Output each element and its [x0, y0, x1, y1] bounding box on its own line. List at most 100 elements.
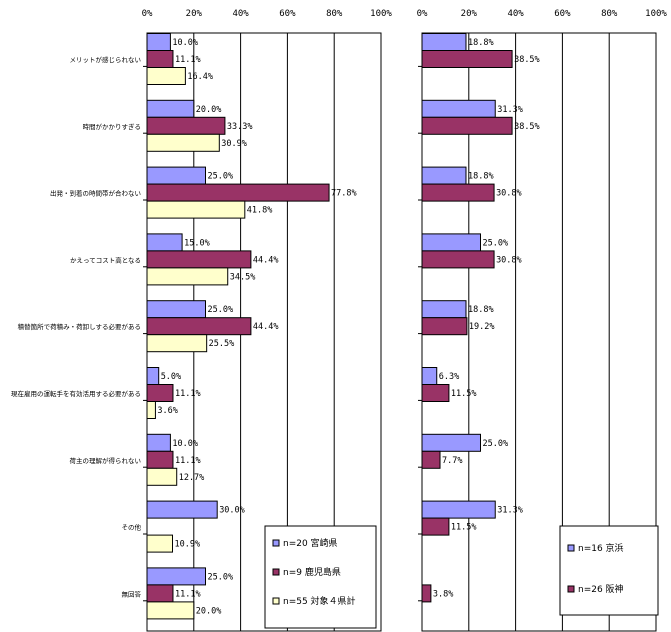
- bar-1-s1-c7: [146, 433, 171, 452]
- bar-1-s2-c9: [146, 584, 174, 603]
- data-label-2-s2-c1: 38.5%: [514, 55, 540, 65]
- bar-1-s1-c5: [146, 300, 206, 319]
- x-tick-label-1-4: 80%: [326, 9, 343, 19]
- data-label-2-s2-c2: 38.5%: [514, 122, 540, 132]
- data-label-2-s2-c8: 11.5%: [451, 523, 477, 533]
- data-label-1-s2-c3: 77.8%: [331, 189, 357, 199]
- legend-swatch-1-3: [272, 597, 280, 605]
- bar-1-s3-c4: [146, 267, 229, 286]
- data-label-2-s1-c6: 6.3%: [439, 372, 459, 382]
- bar-1-s1-c2: [146, 99, 195, 118]
- category-label-1: メリットが感じられない: [70, 55, 142, 64]
- bar-2-s2-c4: [421, 250, 495, 269]
- legend-swatch-2-1: [567, 544, 575, 552]
- data-label-1-s2-c1: 11.1%: [175, 55, 201, 65]
- x-tick-label-1-2: 40%: [232, 9, 249, 19]
- data-label-2-s2-c7: 7.7%: [442, 456, 462, 466]
- x-tick-label-2-3: 60%: [554, 9, 571, 19]
- legend-swatch-1-1: [272, 539, 280, 547]
- bar-1-s2-c1: [146, 50, 174, 68]
- bar-2-s2-c5: [421, 317, 468, 336]
- data-label-1-s2-c2: 33.3%: [227, 122, 253, 132]
- bar-1-s1-c9: [146, 567, 206, 586]
- data-label-2-s1-c4: 25.0%: [483, 238, 509, 248]
- data-label-1-s1-c1: 10.0%: [172, 38, 198, 48]
- category-label-6: 現在雇用の運転手を有効活用する必要がある: [11, 389, 141, 398]
- data-label-1-s3-c5: 25.5%: [209, 339, 235, 349]
- x-tick-label-1-0: 0%: [142, 9, 153, 19]
- legend-box-2: [559, 525, 659, 616]
- category-label-8: その他: [122, 523, 142, 532]
- data-label-2-s1-c5: 18.8%: [468, 305, 494, 315]
- bar-2-s1-c7: [421, 433, 481, 452]
- bar-2-s2-c8: [421, 517, 450, 536]
- bar-1-s2-c2: [146, 116, 226, 135]
- x-tick-label-1-1: 20%: [186, 9, 203, 19]
- bar-1-s1-c8: [146, 500, 218, 519]
- data-label-1-s3-c6: 3.6%: [157, 406, 177, 416]
- data-label-1-s1-c9: 25.0%: [208, 572, 234, 582]
- data-label-2-s1-c8: 31.3%: [497, 506, 523, 516]
- legend-swatch-1-2: [272, 568, 280, 576]
- data-label-1-s1-c8: 30.0%: [219, 506, 245, 516]
- bar-1-s3-c1: [146, 67, 186, 85]
- bar-2-s2-c1: [421, 50, 513, 68]
- bar-1-s1-c6: [146, 367, 160, 385]
- bar-1-s3-c5: [146, 334, 208, 353]
- bar-1-s1-c1: [146, 33, 171, 51]
- data-label-2-s2-c4: 30.8%: [496, 255, 522, 265]
- legend-swatch-2-2: [567, 585, 575, 593]
- data-label-1-s3-c7: 12.7%: [179, 473, 205, 483]
- data-label-1-s3-c4: 34.5%: [230, 272, 256, 282]
- x-tick-label-2-4: 80%: [601, 9, 618, 19]
- data-label-2-s2-c3: 30.8%: [496, 189, 522, 199]
- x-tick-label-2-2: 40%: [507, 9, 524, 19]
- bar-2-s2-c3: [421, 183, 495, 202]
- data-label-1-s2-c5: 44.4%: [253, 322, 279, 332]
- data-label-1-s3-c1: 16.4%: [187, 72, 213, 82]
- legend-label-1-2: n=9 鹿児島県: [283, 566, 341, 578]
- bar-2-s2-c6: [421, 384, 450, 402]
- data-label-1-s1-c6: 5.0%: [161, 372, 181, 382]
- data-label-1-s3-c9: 20.0%: [196, 606, 222, 616]
- bar-2-s1-c5: [421, 300, 467, 319]
- legend-label-1-3: n=55 対象４県計: [283, 595, 356, 607]
- bar-2-s2-c7: [421, 450, 441, 469]
- category-label-4: かえってコスト高となる: [70, 255, 141, 264]
- data-label-1-s2-c7: 11.1%: [175, 456, 201, 466]
- bar-2-s1-c3: [421, 166, 467, 185]
- category-label-9: 無回答: [122, 589, 142, 598]
- category-label-5: 積替箇所で荷積み・荷卸しする必要がある: [18, 322, 141, 331]
- legend-label-2-2: n=26 阪神: [578, 583, 624, 595]
- data-label-1-s1-c7: 10.0%: [172, 439, 198, 449]
- x-tick-label-2-0: 0%: [417, 9, 428, 19]
- legend-box-1: [264, 525, 377, 629]
- data-label-1-s2-c4: 44.4%: [253, 255, 279, 265]
- data-label-1-s1-c3: 25.0%: [208, 172, 234, 182]
- category-label-2: 時間がかかりすぎる: [83, 122, 142, 131]
- bar-1-s3-c9: [146, 601, 195, 620]
- bar-2-s1-c2: [421, 99, 496, 118]
- data-label-2-s2-c6: 11.5%: [451, 389, 477, 399]
- legend-label-1-1: n=20 宮崎県: [283, 537, 338, 549]
- bar-2-s1-c6: [421, 367, 438, 385]
- x-tick-label-2-1: 20%: [461, 9, 478, 19]
- data-label-2-s1-c7: 25.0%: [483, 439, 509, 449]
- data-label-1-s3-c2: 30.9%: [221, 139, 247, 149]
- data-label-1-s3-c8: 10.9%: [175, 540, 201, 550]
- bar-2-s1-c8: [421, 500, 496, 519]
- data-label-2-s2-c9: 3.8%: [433, 589, 453, 599]
- bar-1-s2-c5: [146, 317, 252, 336]
- bar-2-s1-c4: [421, 233, 481, 252]
- x-tick-label-1-5: 100%: [370, 9, 392, 19]
- data-label-2-s2-c5: 19.2%: [469, 322, 495, 332]
- data-label-1-s1-c2: 20.0%: [196, 105, 222, 115]
- data-label-1-s1-c4: 15.0%: [184, 238, 210, 248]
- bar-2-s2-c2: [421, 116, 513, 135]
- bar-1-s3-c3: [146, 200, 246, 219]
- bar-1-s2-c6: [146, 384, 174, 402]
- bar-1-s3-c8: [146, 534, 174, 553]
- category-label-7: 荷主の理解が得られない: [70, 456, 142, 465]
- bar-1-s1-c4: [146, 233, 183, 252]
- bar-2-s1-c1: [421, 33, 467, 51]
